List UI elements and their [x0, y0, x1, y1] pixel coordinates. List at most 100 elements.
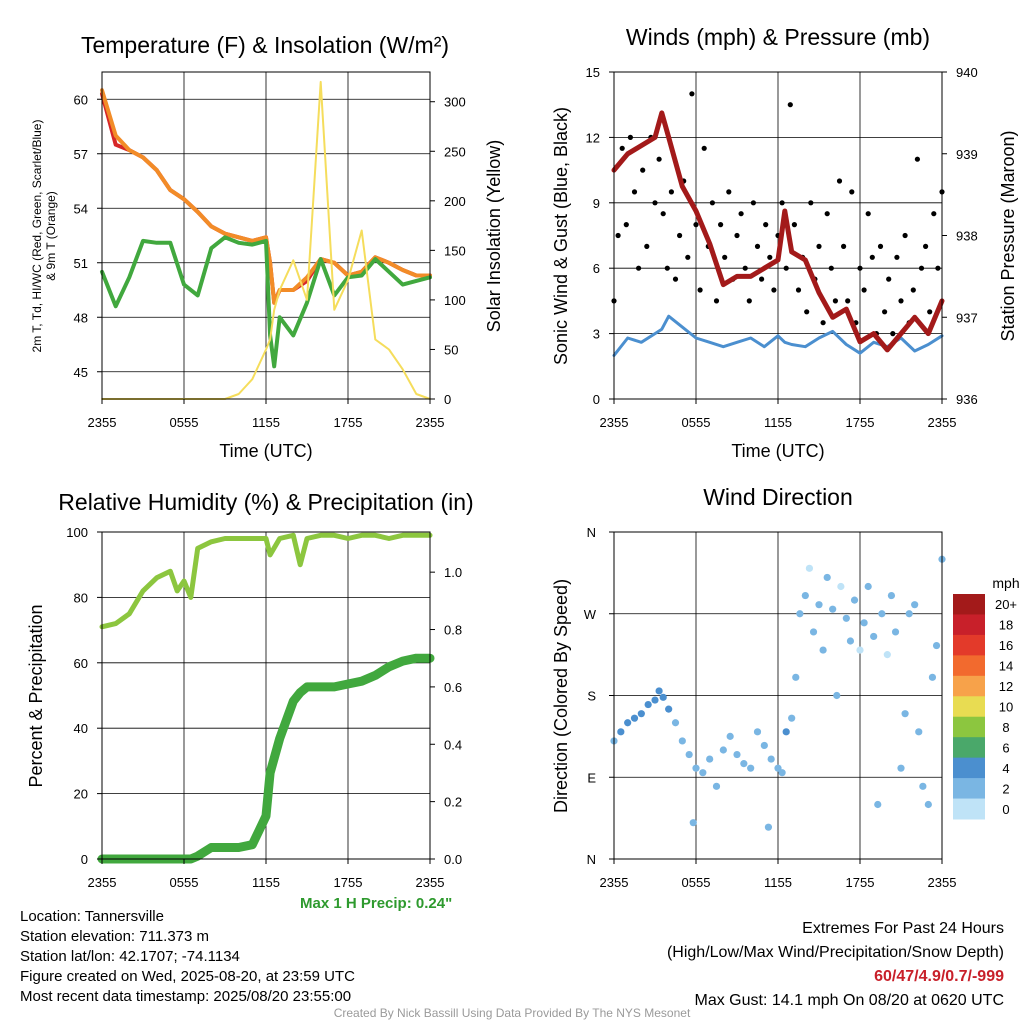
direction-point — [897, 764, 905, 772]
direction-point — [699, 769, 707, 777]
y-tick-label-left: 51 — [74, 256, 88, 271]
legend-title: mph — [992, 575, 1019, 591]
legend-label: 6 — [1002, 740, 1009, 755]
direction-point — [671, 719, 680, 727]
x-tick-label: 2355 — [416, 415, 445, 430]
direction-point — [665, 705, 673, 713]
direction-point — [685, 750, 693, 759]
y-tick-label-right: 150 — [444, 243, 466, 258]
x-tick-label: 0555 — [682, 415, 711, 430]
y-tick-label-right: 100 — [444, 293, 466, 308]
direction-point — [823, 573, 831, 582]
direction-point — [850, 596, 859, 604]
gust-point — [902, 232, 908, 239]
extremes-values: 60/47/4.9/0.7/-999 — [874, 968, 1004, 985]
y-tick-label-right: 0.0 — [444, 852, 462, 867]
y-tick-label-right: 0.2 — [444, 795, 462, 810]
wind-xlabel: Time (UTC) — [731, 441, 824, 461]
gust-point — [746, 298, 752, 304]
temp-series — [100, 80, 432, 400]
gust-point — [685, 254, 691, 260]
direction-point — [753, 728, 762, 736]
x-tick-label: 2355 — [88, 875, 117, 890]
y-tick-label-left: 48 — [74, 310, 88, 325]
direction-point — [637, 710, 645, 718]
y-tick-label-dir: S — [587, 689, 596, 704]
gust-point — [861, 287, 867, 293]
y-tick-label-left: 3 — [593, 327, 600, 342]
x-tick-label: 1155 — [252, 415, 280, 430]
gust-point — [820, 320, 826, 326]
gust-point — [668, 189, 675, 195]
gust-point — [754, 243, 761, 249]
gust-point — [787, 102, 793, 108]
gust-point — [664, 265, 670, 271]
y-tick-label-right: 936 — [956, 392, 978, 407]
gust-point — [783, 265, 789, 271]
gust-point — [734, 232, 740, 239]
gust-point — [640, 167, 646, 173]
gust-point — [918, 265, 925, 271]
direction-point — [819, 646, 827, 654]
gust-point — [828, 265, 834, 271]
y-tick-label-dir: N — [587, 525, 596, 540]
rh-xticks: 2355 0555 1155 1755 2355 — [88, 859, 445, 890]
direction-point — [805, 564, 814, 572]
gust-point — [849, 189, 855, 195]
legend-label: 0 — [1002, 802, 1009, 817]
gust-point — [627, 134, 634, 140]
legend-swatch — [953, 716, 985, 738]
direction-point — [932, 641, 941, 650]
y-tick-label-left: 0 — [593, 392, 600, 407]
gust-point — [845, 298, 851, 304]
y-tick-label-right: 0.4 — [444, 737, 462, 752]
legend-label: 12 — [999, 679, 1013, 694]
legend-swatch — [953, 778, 985, 800]
direction-point — [624, 719, 632, 727]
x-tick-label: 2355 — [416, 875, 445, 890]
y-tick-label-dir: W — [584, 607, 597, 622]
rh-yticks-left: 0 20 40 60 80 100 — [66, 525, 102, 867]
legend-label: 20+ — [995, 597, 1017, 612]
gust-point — [886, 276, 892, 282]
direction-point — [782, 728, 790, 736]
x-tick-label: 1755 — [846, 875, 875, 890]
gust-point — [804, 309, 810, 315]
direction-point — [712, 782, 721, 790]
y-tick-label-left: 60 — [74, 656, 88, 671]
x-tick-label: 1755 — [846, 415, 875, 430]
direction-point — [801, 591, 809, 600]
direction-point — [767, 755, 775, 763]
x-tick-label: 0555 — [170, 875, 199, 890]
direction-point — [706, 755, 714, 763]
direction-point — [760, 741, 768, 750]
gust-point — [882, 309, 888, 315]
gust-point — [857, 265, 863, 271]
station-info: Location: Tannersville Station elevation… — [20, 907, 355, 1007]
direction-point — [692, 764, 700, 772]
gust-point — [726, 189, 732, 195]
direction-point — [856, 646, 864, 654]
x-tick-label: 1155 — [764, 875, 792, 890]
wind-yticks-right: 936 937 938 939 940 — [942, 65, 978, 407]
temp-yticks-left: 45 48 51 54 57 60 — [74, 92, 102, 380]
direction-point — [874, 800, 882, 809]
direction-point — [747, 764, 755, 772]
legend-swatch — [953, 798, 985, 820]
gust-point — [697, 287, 703, 293]
created-text: Figure created on Wed, 2025-08-20, at 23… — [20, 968, 355, 985]
gust-point — [910, 287, 916, 293]
x-tick-label: 1755 — [334, 415, 363, 430]
temp-ylabel-line2: & 9m T (Orange) — [44, 191, 58, 281]
direction-point — [809, 628, 818, 636]
gust-point — [795, 287, 802, 293]
direction-point — [891, 628, 900, 636]
direction-point — [924, 800, 932, 809]
y-tick-label-right: 939 — [956, 147, 978, 162]
wind-title: Winds (mph) & Pressure (mb) — [626, 24, 930, 50]
direction-point — [644, 700, 652, 709]
direction-point — [764, 823, 773, 831]
temp-ylabel-right: Solar Insolation (Yellow) — [484, 140, 504, 332]
direction-point — [887, 591, 896, 600]
